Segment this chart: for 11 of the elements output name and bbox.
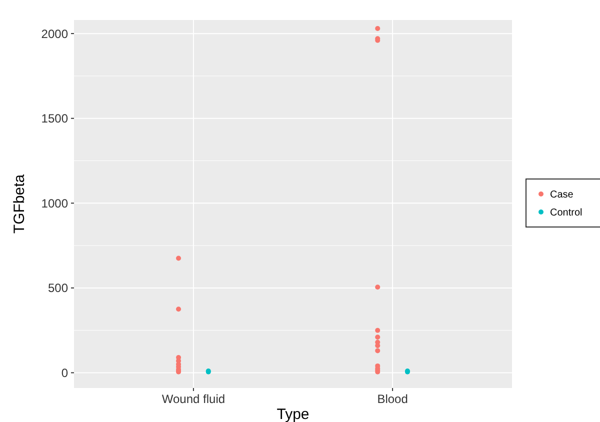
x-tick-label: Blood [377, 392, 408, 406]
y-tick-label: 1500 [41, 112, 68, 126]
legend-label: Control [550, 208, 582, 218]
x-tick-label: Wound fluid [162, 392, 226, 406]
y-axis-title: TGFbeta [11, 174, 28, 234]
y-tick-label: 2000 [41, 26, 68, 41]
legend-label: Case [550, 190, 574, 200]
x-axis-title: Type [276, 406, 310, 422]
y-tick-label: 1000 [41, 196, 68, 210]
y-tick-label: 500 [48, 281, 68, 296]
y-tick-label: 0 [61, 366, 68, 380]
